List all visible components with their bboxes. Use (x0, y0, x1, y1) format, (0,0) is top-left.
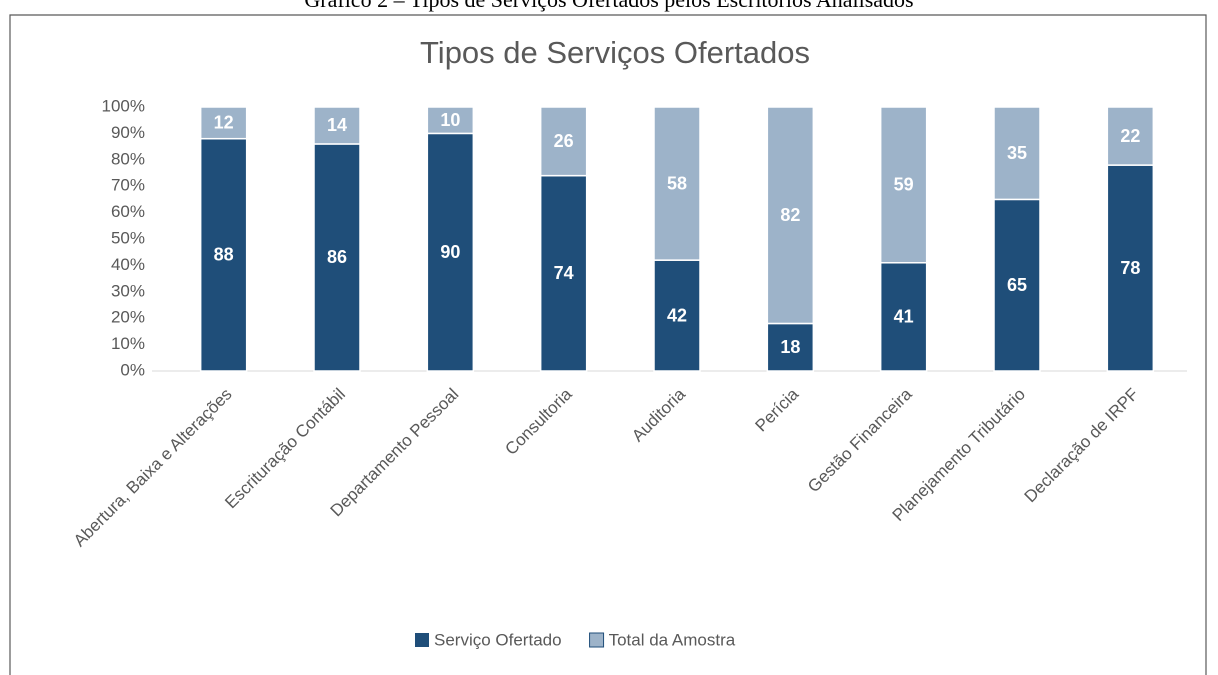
legend-swatch (589, 632, 605, 648)
bar-segment (653, 106, 701, 261)
y-tick-label: 10% (111, 334, 145, 353)
bar-segment (653, 259, 701, 372)
x-tick-label: Abertura, Baixa e Alterações (70, 385, 236, 551)
x-tick-label: Auditoria (628, 384, 689, 445)
caption: Gráfico 2 – Tipos de Serviços Ofertados … (304, 0, 913, 12)
data-label: 82 (780, 205, 800, 225)
data-label: 26 (554, 131, 574, 151)
data-label: 18 (780, 337, 800, 357)
y-tick-label: 90% (111, 123, 145, 142)
bar-segment (993, 106, 1041, 201)
data-label: 86 (327, 247, 347, 267)
data-label: 14 (327, 115, 347, 135)
y-tick-label: 50% (111, 228, 145, 247)
data-label: 42 (667, 305, 687, 325)
bar-segment (539, 106, 588, 177)
data-label: 65 (1007, 275, 1027, 295)
bar-segment (313, 106, 361, 145)
chart-title: Tipos de Serviços Ofertados (420, 35, 810, 70)
data-label: 12 (214, 113, 234, 133)
legend-label: Serviço Ofertado (434, 630, 562, 649)
bar-segment (993, 198, 1041, 372)
bar-segment (766, 106, 815, 325)
y-tick-label: 40% (111, 255, 145, 274)
data-label: 78 (1120, 258, 1140, 278)
x-tick-label: Declaração de IRPF (1021, 385, 1143, 507)
data-label: 88 (214, 245, 234, 265)
bar-segment (1106, 164, 1155, 372)
x-tick-label: Escrituração Contábil (221, 385, 349, 513)
y-tick-label: 60% (111, 202, 145, 221)
legend-label: Total da Amostra (609, 630, 736, 649)
bar-segment (199, 137, 248, 372)
bar-segment (879, 262, 928, 372)
x-tick-label: Planejamento Tributário (889, 385, 1029, 525)
data-label: 90 (440, 242, 460, 262)
x-tick-label: Departamento Pessoal (327, 385, 463, 521)
y-tick-label: 20% (111, 308, 145, 327)
bar-segment (539, 174, 588, 372)
bar-segment (199, 106, 248, 140)
x-tick-label: Gestão Financeira (804, 384, 916, 496)
bar-segment (426, 106, 475, 135)
bar-segment (426, 132, 475, 372)
y-tick-label: 30% (111, 281, 145, 300)
data-label: 10 (440, 110, 460, 130)
bar-segment (1106, 106, 1155, 166)
data-label: 74 (554, 263, 574, 283)
y-tick-label: 70% (111, 176, 145, 195)
y-tick-label: 0% (120, 360, 145, 379)
data-label: 35 (1007, 143, 1027, 163)
x-tick-label: Consultoria (501, 384, 576, 459)
bar-segment (879, 106, 928, 264)
y-tick-label: 100% (102, 96, 145, 115)
data-label: 59 (894, 175, 914, 195)
data-label: 41 (894, 307, 914, 327)
chart-border (9, 14, 1207, 675)
bar-segment (766, 322, 815, 372)
bar-segment (313, 143, 361, 372)
data-label: 22 (1120, 126, 1140, 146)
legend-swatch (415, 633, 429, 647)
x-tick-label: Perícia (751, 384, 802, 435)
y-tick-label: 80% (111, 149, 145, 168)
data-label: 58 (667, 173, 687, 193)
